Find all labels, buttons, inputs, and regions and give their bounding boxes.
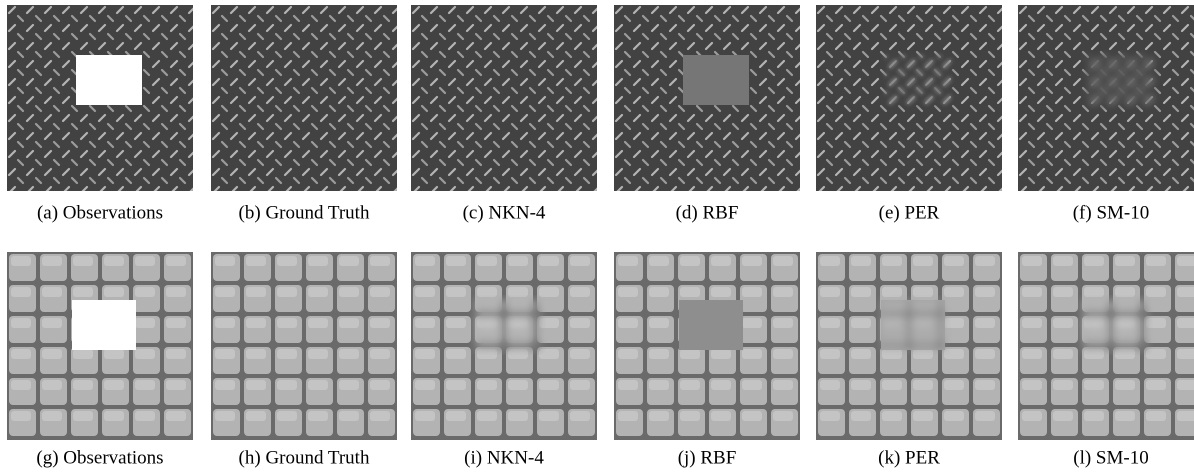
panel-image bbox=[614, 5, 800, 191]
caption: (j) RBF bbox=[678, 447, 737, 468]
prediction-fill bbox=[885, 55, 951, 105]
panel-image bbox=[411, 5, 597, 191]
panel-image bbox=[816, 252, 1002, 440]
caption: (g) Observations bbox=[36, 447, 163, 468]
prediction-fill bbox=[476, 300, 540, 350]
panel-image bbox=[1018, 5, 1194, 191]
panel-image bbox=[614, 252, 800, 440]
caption: (c) NKN-4 bbox=[463, 202, 546, 223]
prediction-fill bbox=[1083, 300, 1147, 350]
caption: (d) RBF bbox=[676, 202, 739, 223]
caption: (l) SM-10 bbox=[1073, 447, 1148, 468]
panel-image bbox=[411, 252, 597, 440]
mask bbox=[72, 300, 136, 350]
texture bbox=[211, 252, 397, 440]
panel-image bbox=[211, 252, 397, 440]
prediction bbox=[1087, 55, 1153, 105]
caption: (b) Ground Truth bbox=[239, 202, 370, 223]
prediction bbox=[1083, 300, 1147, 350]
panel-image bbox=[7, 5, 193, 191]
panel-image bbox=[816, 5, 1002, 191]
caption: (k) PER bbox=[878, 447, 940, 468]
prediction bbox=[476, 300, 540, 350]
prediction bbox=[683, 55, 749, 105]
mask bbox=[76, 55, 142, 105]
figure: (a) Observations (b) Ground Truth (c) NKN-… bbox=[0, 0, 1194, 472]
texture bbox=[411, 5, 597, 191]
prediction bbox=[885, 55, 951, 105]
prediction-fill bbox=[1087, 55, 1153, 105]
caption: (e) PER bbox=[879, 202, 940, 223]
prediction-detail bbox=[881, 300, 945, 350]
panel-image bbox=[7, 252, 193, 440]
caption: (i) NKN-4 bbox=[464, 447, 544, 468]
caption: (f) SM-10 bbox=[1073, 202, 1150, 223]
panel-image bbox=[1018, 252, 1194, 440]
panel-image bbox=[211, 5, 397, 191]
prediction-fill bbox=[881, 300, 945, 350]
caption: (a) Observations bbox=[37, 202, 163, 223]
prediction bbox=[679, 300, 743, 350]
caption: (h) Ground Truth bbox=[239, 447, 370, 468]
texture bbox=[211, 5, 397, 191]
